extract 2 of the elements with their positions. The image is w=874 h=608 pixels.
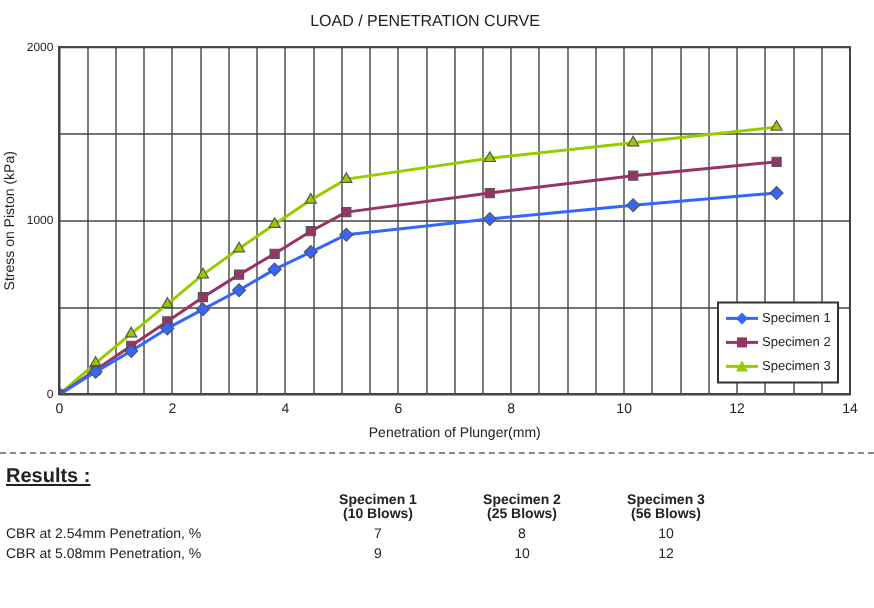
- chart-title: LOAD / PENETRATION CURVE: [310, 12, 540, 31]
- text: Results :: [6, 466, 93, 488]
